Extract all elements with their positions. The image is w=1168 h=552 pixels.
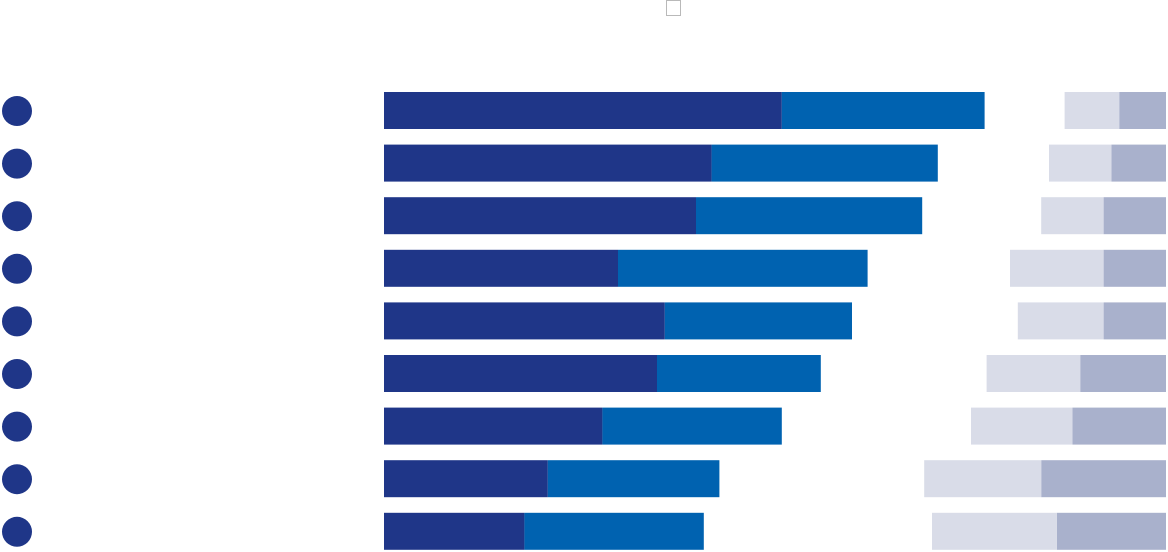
right-bar-row-5-seg-2 <box>1017 302 1104 340</box>
left-bar-row-1-seg-1 <box>384 92 782 129</box>
right-bar-row-4-seg-2 <box>1010 249 1104 287</box>
row-marker-9 <box>2 516 32 547</box>
left-bar-row-8-seg-1 <box>384 460 548 498</box>
right-bar-group <box>924 92 1166 550</box>
row-marker-3 <box>2 201 32 232</box>
right-bar-row-9-seg-1 <box>1056 512 1166 550</box>
left-bar-row-9-seg-2 <box>524 512 704 550</box>
left-bar-row-5-seg-2 <box>664 302 852 340</box>
left-bar-row-4-seg-1 <box>384 249 618 287</box>
right-bar-row-6-seg-1 <box>1080 355 1166 392</box>
left-bar-row-1-seg-2 <box>781 92 985 129</box>
row-marker-2 <box>2 148 32 179</box>
left-bar-row-6-seg-2 <box>657 355 821 392</box>
right-bar-row-7-seg-2 <box>971 407 1073 445</box>
right-bar-row-4-seg-1 <box>1103 249 1166 287</box>
row-marker-4 <box>2 253 32 284</box>
right-bar-row-7-seg-1 <box>1072 407 1166 445</box>
left-bar-row-2-seg-1 <box>384 144 712 182</box>
row-marker-8 <box>2 464 32 495</box>
left-bar-row-9-seg-1 <box>384 512 525 550</box>
row-marker-5 <box>2 306 32 337</box>
left-bar-row-3-seg-1 <box>384 197 696 235</box>
right-bar-row-5-seg-1 <box>1103 302 1166 340</box>
right-bar-row-8-seg-1 <box>1041 460 1166 498</box>
right-bar-row-3-seg-2 <box>1041 197 1104 235</box>
left-bar-row-7-seg-2 <box>602 407 782 445</box>
row-marker-6 <box>2 359 32 389</box>
left-bar-row-2-seg-2 <box>711 144 938 182</box>
right-bar-row-1-seg-2 <box>1064 92 1120 129</box>
right-bar-row-6-seg-2 <box>986 355 1081 392</box>
right-bar-row-3-seg-1 <box>1103 197 1166 235</box>
right-bar-row-9-seg-2 <box>932 512 1057 550</box>
right-bar-row-2-seg-1 <box>1111 144 1166 182</box>
right-bar-row-1-seg-1 <box>1119 92 1166 129</box>
left-bar-row-8-seg-2 <box>547 460 720 498</box>
row-marker-7 <box>2 411 32 442</box>
left-bar-row-6-seg-1 <box>384 355 657 392</box>
left-bar-row-3-seg-2 <box>696 197 923 235</box>
row-marker-1 <box>2 96 32 126</box>
left-bar-row-7-seg-1 <box>384 407 603 445</box>
row-markers <box>2 96 32 547</box>
right-bar-row-2-seg-2 <box>1049 144 1112 182</box>
left-bar-row-5-seg-1 <box>384 302 665 340</box>
right-bar-row-8-seg-2 <box>924 460 1042 498</box>
left-bar-row-4-seg-2 <box>618 249 868 287</box>
left-bar-group <box>384 92 985 550</box>
legend-placeholder-box <box>666 0 681 16</box>
